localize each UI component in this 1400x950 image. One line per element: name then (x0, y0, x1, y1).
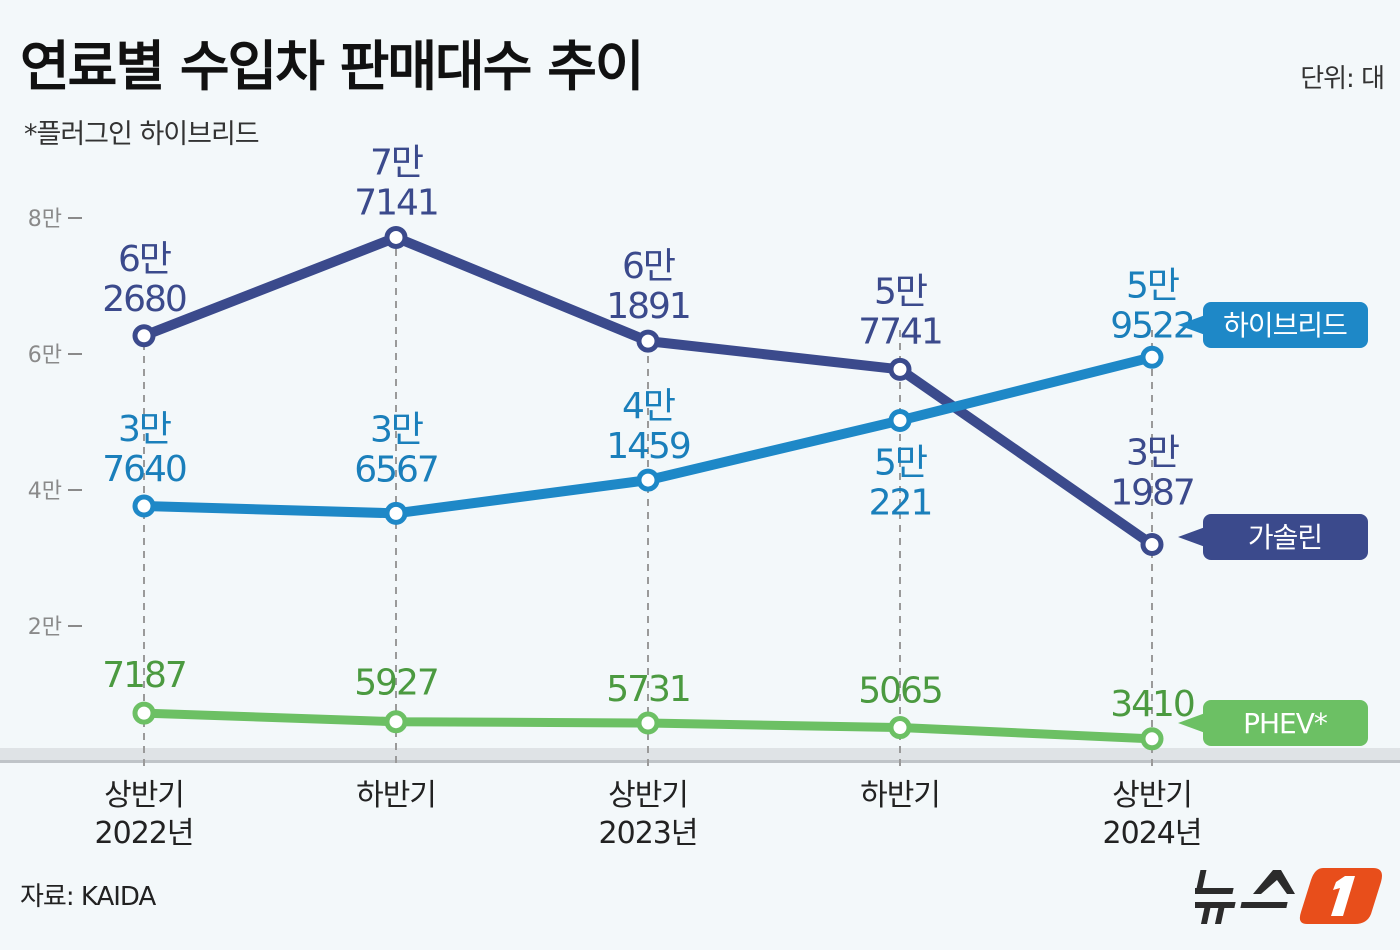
news1-logo (1195, 868, 1382, 924)
data-label: 1459 (606, 426, 690, 467)
data-point (636, 468, 660, 492)
data-label: 3410 (1110, 684, 1194, 725)
legend-pointer (1178, 314, 1208, 336)
data-label: 6만 (622, 246, 675, 287)
y-tick-label: 2만 (28, 615, 62, 640)
x-tick-label: 상반기 (608, 778, 688, 813)
data-label: 5065 (858, 671, 942, 712)
data-point (888, 408, 912, 432)
x-tick-year-label: 2024년 (1103, 816, 1202, 851)
data-label: 7만 (370, 142, 423, 183)
data-point (888, 716, 912, 740)
data-label: 3만 (370, 409, 423, 450)
legend-label: 하이브리드 (1223, 309, 1347, 342)
data-label: 1987 (1110, 472, 1194, 513)
footnote: *플러그인 하이브리드 (24, 119, 260, 150)
data-label: 5731 (606, 669, 690, 710)
data-point (636, 329, 660, 353)
x-tick-label: 하반기 (860, 778, 940, 813)
data-label: 5만 (1126, 265, 1179, 306)
data-label: 2680 (102, 279, 186, 320)
data-label: 5만 (874, 442, 927, 483)
data-label: 4만 (622, 386, 675, 427)
data-label: 7741 (858, 311, 942, 352)
legend-label: 가솔린 (1248, 521, 1322, 554)
data-label: 6567 (354, 449, 438, 490)
data-point (384, 225, 408, 249)
data-point (636, 711, 660, 735)
x-tick-label: 하반기 (356, 778, 436, 813)
data-label: 7640 (102, 449, 186, 490)
x-tick-label: 상반기 (104, 778, 184, 813)
data-point (384, 501, 408, 525)
y-tick-label: 8만 (28, 207, 62, 232)
x-tick-label: 상반기 (1112, 778, 1192, 813)
data-point (1140, 345, 1164, 369)
data-label: 221 (869, 482, 932, 523)
legend-label: PHEV* (1243, 707, 1328, 740)
data-label: 6만 (118, 239, 171, 280)
data-label: 3만 (1126, 432, 1179, 473)
unit-label: 단위: 대 (1300, 64, 1385, 94)
data-point (1140, 532, 1164, 556)
data-label: 7141 (354, 182, 438, 223)
data-point (132, 324, 156, 348)
data-label: 1891 (606, 286, 690, 327)
data-point (1140, 727, 1164, 751)
legend-box (1203, 700, 1368, 746)
x-axis-line (0, 760, 1400, 763)
y-tick-label: 6만 (28, 343, 62, 368)
x-tick-year-label: 2022년 (95, 816, 194, 851)
data-label: 5927 (354, 663, 438, 704)
data-label: 7187 (102, 655, 186, 696)
legend-pointer (1178, 712, 1208, 734)
x-tick-year-label: 2023년 (599, 816, 698, 851)
data-point (132, 701, 156, 725)
legend-box (1203, 514, 1368, 560)
baseline-shadow (0, 748, 1400, 762)
data-label: 3만 (118, 409, 171, 450)
legend-box (1203, 302, 1368, 348)
y-tick-label: 4만 (28, 479, 62, 504)
data-label: 5만 (874, 271, 927, 312)
data-point (888, 357, 912, 381)
source-label: 자료: KAIDA (20, 882, 156, 912)
data-point (384, 710, 408, 734)
data-point (132, 494, 156, 518)
chart-title: 연료별 수입차 판매대수 추이 (20, 35, 645, 98)
legend-pointer (1178, 526, 1208, 548)
